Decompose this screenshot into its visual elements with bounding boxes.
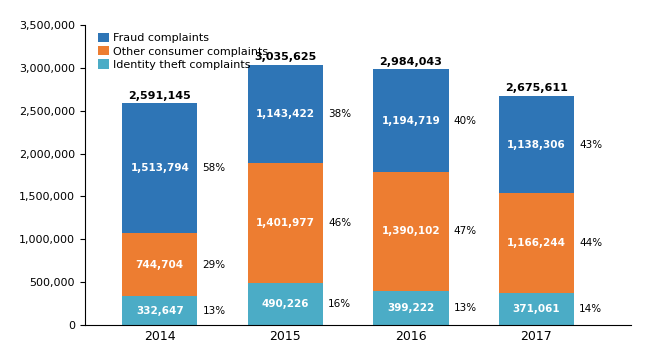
Text: 744,704: 744,704: [136, 260, 184, 270]
Text: 29%: 29%: [203, 260, 226, 270]
Bar: [373, 69, 448, 172]
Text: 1,513,794: 1,513,794: [131, 163, 189, 173]
Text: 490,226: 490,226: [261, 299, 309, 309]
Bar: [248, 65, 323, 163]
Text: 46%: 46%: [328, 218, 351, 228]
Text: 38%: 38%: [328, 109, 351, 119]
Text: 40%: 40%: [454, 116, 476, 126]
Text: 14%: 14%: [579, 304, 602, 314]
Text: 1,194,719: 1,194,719: [382, 116, 440, 126]
Bar: [248, 163, 323, 283]
Bar: [499, 193, 574, 293]
Bar: [499, 293, 574, 325]
Text: 47%: 47%: [454, 226, 476, 236]
Legend: Fraud complaints, Other consumer complaints, Identity theft complaints: Fraud complaints, Other consumer complai…: [96, 31, 270, 72]
Text: 2,984,043: 2,984,043: [380, 57, 442, 67]
Text: 399,222: 399,222: [387, 303, 434, 313]
Bar: [499, 96, 574, 193]
Text: 1,166,244: 1,166,244: [507, 238, 566, 248]
Text: 371,061: 371,061: [513, 304, 560, 314]
Text: 16%: 16%: [328, 299, 351, 309]
Bar: [122, 296, 198, 325]
Bar: [122, 103, 198, 233]
Bar: [373, 291, 448, 325]
Text: 43%: 43%: [579, 140, 602, 149]
Text: 13%: 13%: [454, 303, 476, 313]
Bar: [248, 283, 323, 325]
Text: 1,143,422: 1,143,422: [256, 109, 315, 119]
Text: 1,138,306: 1,138,306: [507, 140, 566, 149]
Text: 58%: 58%: [203, 163, 226, 173]
Bar: [122, 233, 198, 296]
Text: 2,675,611: 2,675,611: [505, 83, 568, 93]
Text: 44%: 44%: [579, 238, 602, 248]
Text: 332,647: 332,647: [136, 306, 184, 316]
Text: 1,401,977: 1,401,977: [256, 218, 315, 228]
Text: 2,591,145: 2,591,145: [129, 91, 191, 100]
Bar: [373, 172, 448, 291]
Text: 13%: 13%: [203, 306, 226, 316]
Text: 1,390,102: 1,390,102: [382, 226, 440, 236]
Text: 3,035,625: 3,035,625: [254, 52, 317, 62]
